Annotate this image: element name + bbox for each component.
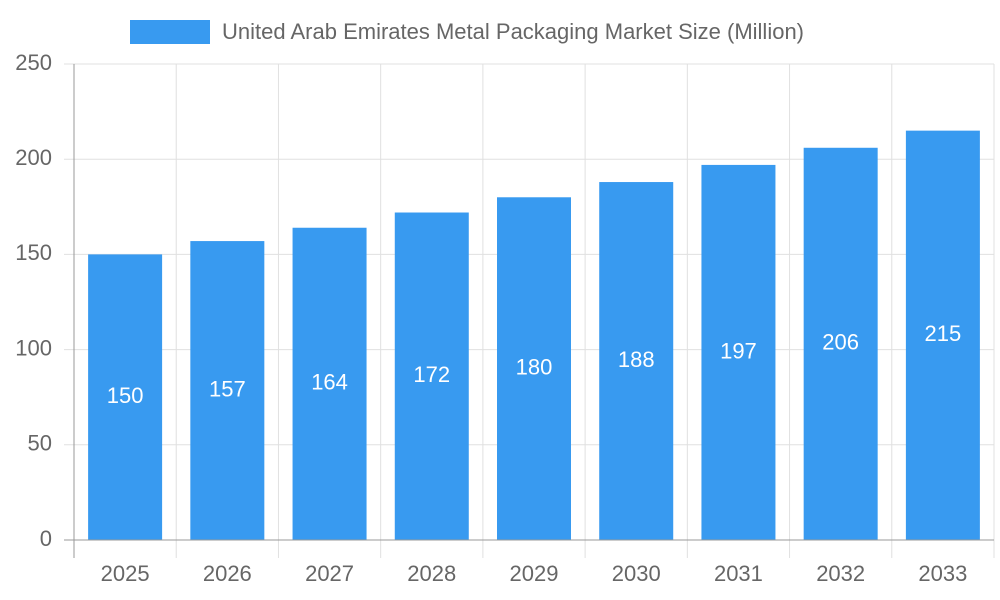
legend-swatch	[130, 20, 210, 44]
data-label: 172	[413, 362, 450, 387]
data-label: 206	[822, 330, 859, 355]
y-tick-label: 100	[15, 335, 52, 360]
data-label: 215	[925, 321, 962, 346]
bar	[497, 197, 571, 540]
bar	[599, 182, 674, 540]
y-tick-label: 150	[15, 240, 52, 265]
data-label: 188	[618, 347, 655, 372]
data-label: 150	[107, 383, 144, 408]
x-tick-label: 2025	[101, 561, 150, 586]
y-tick-label: 250	[15, 50, 52, 75]
x-tick-label: 2029	[510, 561, 559, 586]
x-tick-label: 2027	[305, 561, 354, 586]
bar	[803, 147, 878, 540]
legend-label: United Arab Emirates Metal Packaging Mar…	[222, 19, 804, 44]
x-tick-label: 2030	[612, 561, 661, 586]
x-tick-label: 2032	[816, 561, 865, 586]
data-label: 197	[720, 338, 757, 363]
y-tick-label: 200	[15, 145, 52, 170]
x-tick-label: 2028	[407, 561, 456, 586]
bar	[292, 227, 367, 540]
bar	[905, 130, 980, 540]
data-label: 157	[209, 376, 246, 401]
bar	[701, 164, 776, 541]
data-label: 164	[311, 370, 348, 395]
bar	[88, 254, 163, 540]
x-tick-label: 2026	[203, 561, 252, 586]
data-label: 180	[516, 354, 553, 379]
x-tick-label: 2033	[918, 561, 967, 586]
y-tick-label: 0	[40, 526, 52, 551]
bar	[394, 212, 469, 540]
bar	[190, 241, 265, 540]
x-tick-label: 2031	[714, 561, 763, 586]
y-tick-label: 50	[28, 431, 52, 456]
